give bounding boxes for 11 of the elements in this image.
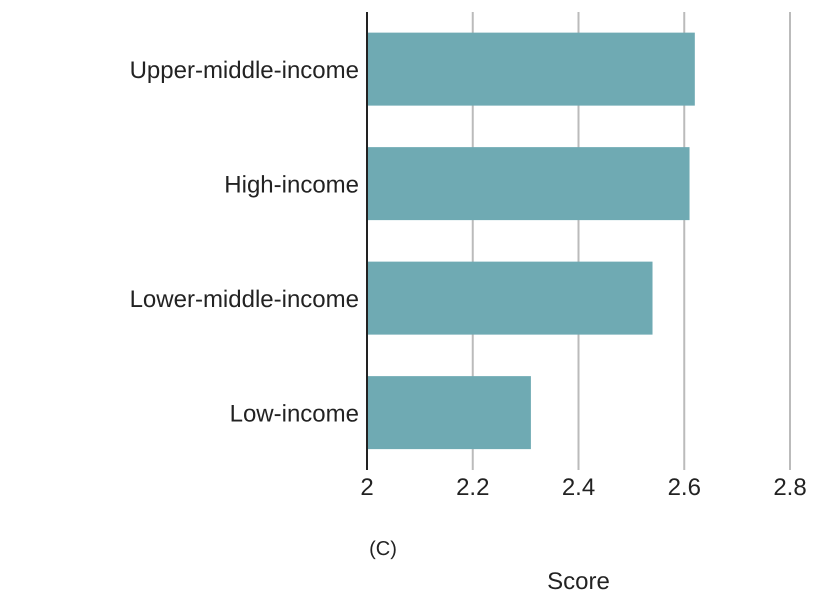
text: (C)	[368, 538, 398, 561]
x-tick-label: 2.2	[456, 474, 490, 502]
x-tick-label: 2	[360, 474, 374, 502]
x-tick-label: 2.6	[668, 474, 701, 502]
y-tick-label: Lower-middle-income	[130, 286, 359, 313]
x-axis-title: Score	[546, 568, 611, 596]
y-tick-label: Low-income	[230, 400, 359, 428]
y-tick-label: High-income	[224, 171, 359, 198]
y-tick-label: Upper-middle-income	[130, 56, 359, 84]
x-tick-label: 2.8	[773, 474, 807, 502]
x-tick-label: 2.4	[562, 474, 596, 502]
